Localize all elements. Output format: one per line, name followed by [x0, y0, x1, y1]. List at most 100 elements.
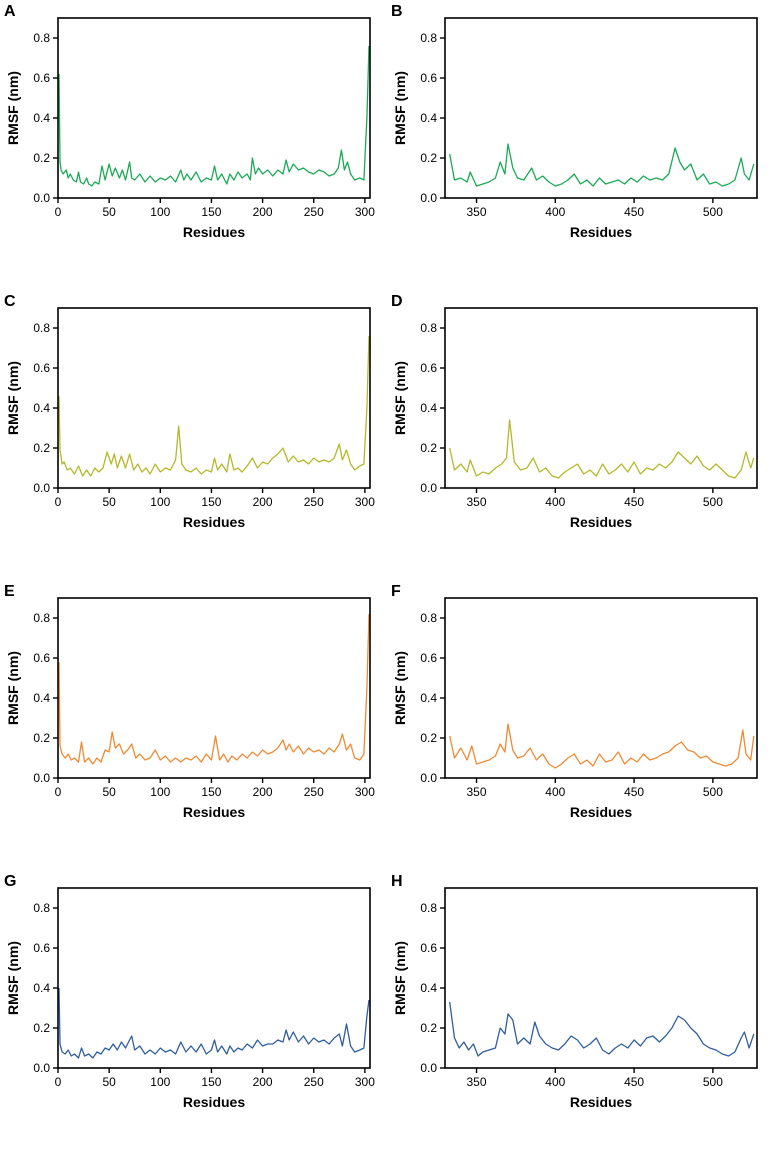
x-tick-label: 500 — [703, 495, 723, 509]
rmsf-series-line — [449, 419, 755, 479]
panel-letter: H — [391, 873, 403, 890]
y-tick-label: 0.0 — [33, 771, 50, 785]
y-tick-label: 0.8 — [420, 611, 437, 625]
y-tick-label: 0.4 — [420, 981, 437, 995]
panel-letter: B — [391, 3, 403, 20]
plot-frame — [444, 887, 758, 1069]
chart-b: B 0.0 0.2 0.4 0.6 0.8 350 400 450 500 Residues RMSF… — [391, 3, 758, 240]
panel-f: F 0.0 0.2 0.4 0.6 0.8 350 400 450 500 Residues RMSF… — [387, 578, 774, 868]
x-tick-label: 450 — [624, 495, 644, 509]
panel-e: E 0.0 0.2 0.4 0.6 0.8 0 50 100 150 200 250 300 Residu… — [0, 578, 387, 868]
x-tick-label: 0 — [55, 495, 62, 509]
x-axis-title: Residues — [570, 1094, 632, 1110]
x-tick-label: 200 — [253, 1075, 273, 1089]
x-tick-label: 0 — [55, 785, 62, 799]
x-tick-label: 500 — [703, 1075, 723, 1089]
y-tick-label: 0.6 — [33, 941, 50, 955]
rmsf-series-line — [449, 143, 755, 187]
plot-frame — [444, 17, 758, 199]
x-tick-label: 150 — [201, 495, 221, 509]
panel-g: G 0.0 0.2 0.4 0.6 0.8 0 50 100 150 200 250 300 Residu… — [0, 868, 387, 1158]
y-tick-label: 0.0 — [33, 191, 50, 205]
x-tick-label: 50 — [102, 1075, 116, 1089]
x-tick-label: 150 — [201, 205, 221, 219]
panel-b: B 0.0 0.2 0.4 0.6 0.8 350 400 450 500 Residues RMSF… — [387, 0, 774, 288]
y-tick-label: 0.2 — [420, 441, 437, 455]
y-tick-label: 0.8 — [420, 31, 437, 45]
y-axis-title: RMSF (nm) — [5, 71, 21, 145]
x-tick-label: 350 — [466, 205, 486, 219]
x-tick-label: 50 — [102, 785, 116, 799]
x-tick-label: 150 — [201, 785, 221, 799]
y-tick-label: 0.2 — [33, 731, 50, 745]
y-axis-title: RMSF (nm) — [392, 361, 408, 435]
x-axis-title: Residues — [183, 224, 245, 240]
rmsf-series-line — [449, 1001, 755, 1057]
x-tick-label: 200 — [253, 205, 273, 219]
y-tick-label: 0.4 — [33, 691, 50, 705]
x-tick-label: 250 — [304, 205, 324, 219]
chart-g: G 0.0 0.2 0.4 0.6 0.8 0 50 100 150 200 250 300 Residu… — [4, 873, 375, 1110]
x-axis-title: Residues — [570, 224, 632, 240]
x-tick-label: 350 — [466, 495, 486, 509]
chart-c: C 0.0 0.2 0.4 0.6 0.8 0 50 100 150 200 250 300 Residu… — [4, 293, 375, 530]
x-tick-label: 250 — [304, 1075, 324, 1089]
x-tick-label: 400 — [545, 205, 565, 219]
x-tick-label: 50 — [102, 495, 116, 509]
x-tick-label: 500 — [703, 785, 723, 799]
x-axis-title: Residues — [183, 514, 245, 530]
y-tick-label: 0.6 — [33, 361, 50, 375]
x-axis-title: Residues — [570, 514, 632, 530]
x-axis-title: Residues — [183, 804, 245, 820]
x-tick-label: 250 — [304, 785, 324, 799]
panel-letter: A — [4, 3, 16, 20]
x-tick-label: 500 — [703, 205, 723, 219]
y-tick-label: 0.0 — [420, 771, 437, 785]
y-tick-label: 0.6 — [33, 71, 50, 85]
chart-h: H 0.0 0.2 0.4 0.6 0.8 350 400 450 500 Residues RMSF… — [391, 873, 758, 1110]
x-tick-label: 300 — [355, 785, 375, 799]
y-axis-title: RMSF (nm) — [392, 71, 408, 145]
panel-letter: G — [4, 873, 16, 890]
y-axis-title: RMSF (nm) — [392, 941, 408, 1015]
y-tick-label: 0.4 — [33, 111, 50, 125]
x-tick-label: 200 — [253, 495, 273, 509]
y-tick-label: 0.8 — [33, 611, 50, 625]
x-tick-label: 450 — [624, 205, 644, 219]
x-tick-label: 400 — [545, 1075, 565, 1089]
rmsf-series-line — [449, 723, 755, 769]
y-tick-label: 0.8 — [420, 321, 437, 335]
y-tick-label: 0.2 — [33, 1021, 50, 1035]
rmsf-series-line — [58, 613, 370, 765]
x-tick-label: 450 — [624, 1075, 644, 1089]
plot-frame — [444, 307, 758, 489]
y-tick-label: 0.6 — [420, 941, 437, 955]
x-tick-label: 250 — [304, 495, 324, 509]
y-tick-label: 0.0 — [420, 1061, 437, 1075]
y-axis-title: RMSF (nm) — [5, 651, 21, 725]
x-tick-label: 400 — [545, 495, 565, 509]
y-tick-label: 0.2 — [420, 731, 437, 745]
y-tick-label: 0.4 — [420, 691, 437, 705]
x-tick-label: 200 — [253, 785, 273, 799]
y-tick-label: 0.8 — [33, 31, 50, 45]
y-axis-title: RMSF (nm) — [5, 361, 21, 435]
y-tick-label: 0.2 — [420, 1021, 437, 1035]
x-tick-label: 50 — [102, 205, 116, 219]
y-tick-label: 0.8 — [33, 321, 50, 335]
y-axis-title: RMSF (nm) — [392, 651, 408, 725]
panel-letter: D — [391, 293, 403, 310]
x-tick-label: 0 — [55, 205, 62, 219]
x-axis-title: Residues — [183, 1094, 245, 1110]
x-tick-label: 450 — [624, 785, 644, 799]
rmsf-series-line — [58, 987, 370, 1059]
y-tick-label: 0.4 — [33, 981, 50, 995]
x-tick-label: 350 — [466, 785, 486, 799]
rmsf-series-line — [58, 45, 370, 187]
chart-e: E 0.0 0.2 0.4 0.6 0.8 0 50 100 150 200 250 300 Residu… — [4, 583, 375, 820]
y-tick-label: 0.6 — [420, 361, 437, 375]
plot-frame — [57, 307, 371, 489]
chart-a: A 0.0 0.2 0.4 0.6 0.8 0 50 100 150 200 250 300 Residu… — [4, 3, 375, 240]
panel-letter: C — [4, 293, 16, 310]
y-tick-label: 0.2 — [420, 151, 437, 165]
